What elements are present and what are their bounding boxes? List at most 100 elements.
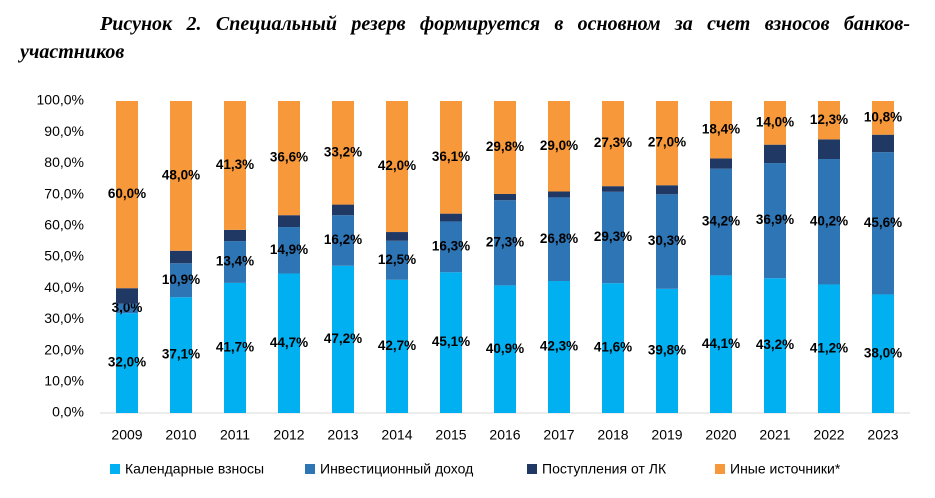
data-label: 60,0%	[108, 186, 146, 201]
x-tick-label: 2012	[273, 427, 304, 443]
bar-segment	[224, 282, 246, 413]
data-label: 45,1%	[432, 334, 470, 349]
bar-segment	[440, 272, 462, 413]
y-tick-label: 40,0%	[44, 279, 84, 295]
data-label: 41,2%	[810, 340, 848, 355]
y-tick-label: 80,0%	[44, 154, 84, 170]
data-label: 10,8%	[864, 109, 902, 124]
data-label: 14,0%	[756, 114, 794, 129]
legend-label: Календарные взносы	[125, 461, 264, 477]
bar-segment	[764, 101, 786, 145]
x-tick-label: 2010	[165, 427, 196, 443]
data-label: 42,0%	[378, 158, 416, 173]
data-label: 44,1%	[702, 336, 740, 351]
data-label: 33,2%	[324, 144, 362, 159]
bar-segment	[764, 163, 786, 279]
legend-label: Поступления от ЛК	[542, 461, 667, 477]
bar-segment	[602, 186, 624, 192]
bar-segment	[872, 101, 894, 135]
data-label: 18,4%	[702, 121, 740, 136]
bar-segment	[764, 278, 786, 413]
data-label: 36,9%	[756, 212, 794, 227]
bar-segment	[494, 193, 516, 201]
data-label: 16,2%	[324, 232, 362, 247]
bar-segment	[170, 101, 192, 251]
data-label: 48,0%	[162, 167, 200, 182]
data-label: 39,8%	[648, 342, 686, 357]
y-tick-label: 20,0%	[44, 341, 84, 357]
bar-segment	[224, 229, 246, 242]
bar-segment	[440, 213, 462, 222]
bar-segment	[548, 281, 570, 413]
legend-swatch	[110, 464, 120, 474]
bar-segment	[386, 279, 408, 413]
x-tick-label: 2018	[597, 427, 628, 443]
x-tick-label: 2021	[759, 427, 790, 443]
bar-segment	[602, 283, 624, 413]
bar-segment	[494, 285, 516, 413]
data-label: 38,0%	[864, 345, 902, 360]
bar-segment	[116, 313, 138, 413]
bar-segment	[656, 194, 678, 289]
bar-segment	[224, 241, 246, 283]
data-label: 37,1%	[162, 347, 200, 362]
data-label: 12,5%	[378, 252, 416, 267]
x-tick-label: 2022	[813, 427, 844, 443]
y-tick-label: 30,0%	[44, 310, 84, 326]
bar-segment	[656, 185, 678, 195]
bar-segment	[278, 273, 300, 413]
bar-segment	[548, 197, 570, 282]
bar-segment	[818, 159, 840, 285]
bar-segment	[656, 288, 678, 413]
data-label: 27,3%	[594, 135, 632, 150]
bar-segment	[710, 101, 732, 159]
x-tick-label: 2014	[381, 427, 412, 443]
bar-segment	[386, 101, 408, 233]
data-label: 47,2%	[324, 331, 362, 346]
bar-segment	[548, 101, 570, 192]
data-label: 36,1%	[432, 149, 470, 164]
data-label: 10,9%	[162, 272, 200, 287]
bar-segment	[386, 232, 408, 241]
bar-segment	[332, 101, 354, 205]
data-label: 40,2%	[810, 213, 848, 228]
data-label: 40,9%	[486, 341, 524, 356]
data-label: 27,0%	[648, 135, 686, 150]
data-label: 32,0%	[108, 355, 146, 370]
bar-segment	[224, 101, 246, 230]
bar-segment	[332, 204, 354, 216]
x-tick-label: 2009	[111, 427, 142, 443]
x-tick-label: 2013	[327, 427, 358, 443]
data-label: 45,6%	[864, 215, 902, 230]
x-tick-label: 2023	[867, 427, 898, 443]
bar-segment	[818, 101, 840, 140]
data-label: 43,2%	[756, 337, 794, 352]
chart-title: Рисунок 2. Специальный резерв формируетс…	[20, 13, 910, 63]
bar-segment	[548, 191, 570, 198]
bar-segment	[872, 134, 894, 153]
data-label: 36,6%	[270, 150, 308, 165]
y-tick-label: 50,0%	[44, 248, 84, 264]
data-label: 44,7%	[270, 335, 308, 350]
data-label: 42,7%	[378, 338, 416, 353]
bar-segment	[116, 303, 138, 314]
data-label: 41,3%	[216, 157, 254, 172]
x-tick-label: 2011	[220, 427, 250, 443]
bar-segment	[494, 200, 516, 286]
bar-segment	[710, 168, 732, 276]
bar-segment	[494, 101, 516, 194]
x-tick-label: 2017	[543, 427, 574, 443]
data-label: 27,3%	[486, 234, 524, 249]
bar-segment	[710, 158, 732, 169]
data-label: 41,7%	[216, 340, 254, 355]
bar-segment	[872, 294, 894, 413]
data-label: 29,8%	[486, 139, 524, 154]
y-tick-label: 0,0%	[52, 404, 84, 420]
bar-segment	[116, 288, 138, 304]
data-label: 29,0%	[540, 138, 578, 153]
bar-segment	[170, 263, 192, 298]
bar-segment	[386, 240, 408, 280]
data-label: 16,3%	[432, 238, 470, 253]
y-tick-label: 100,0%	[37, 92, 84, 108]
